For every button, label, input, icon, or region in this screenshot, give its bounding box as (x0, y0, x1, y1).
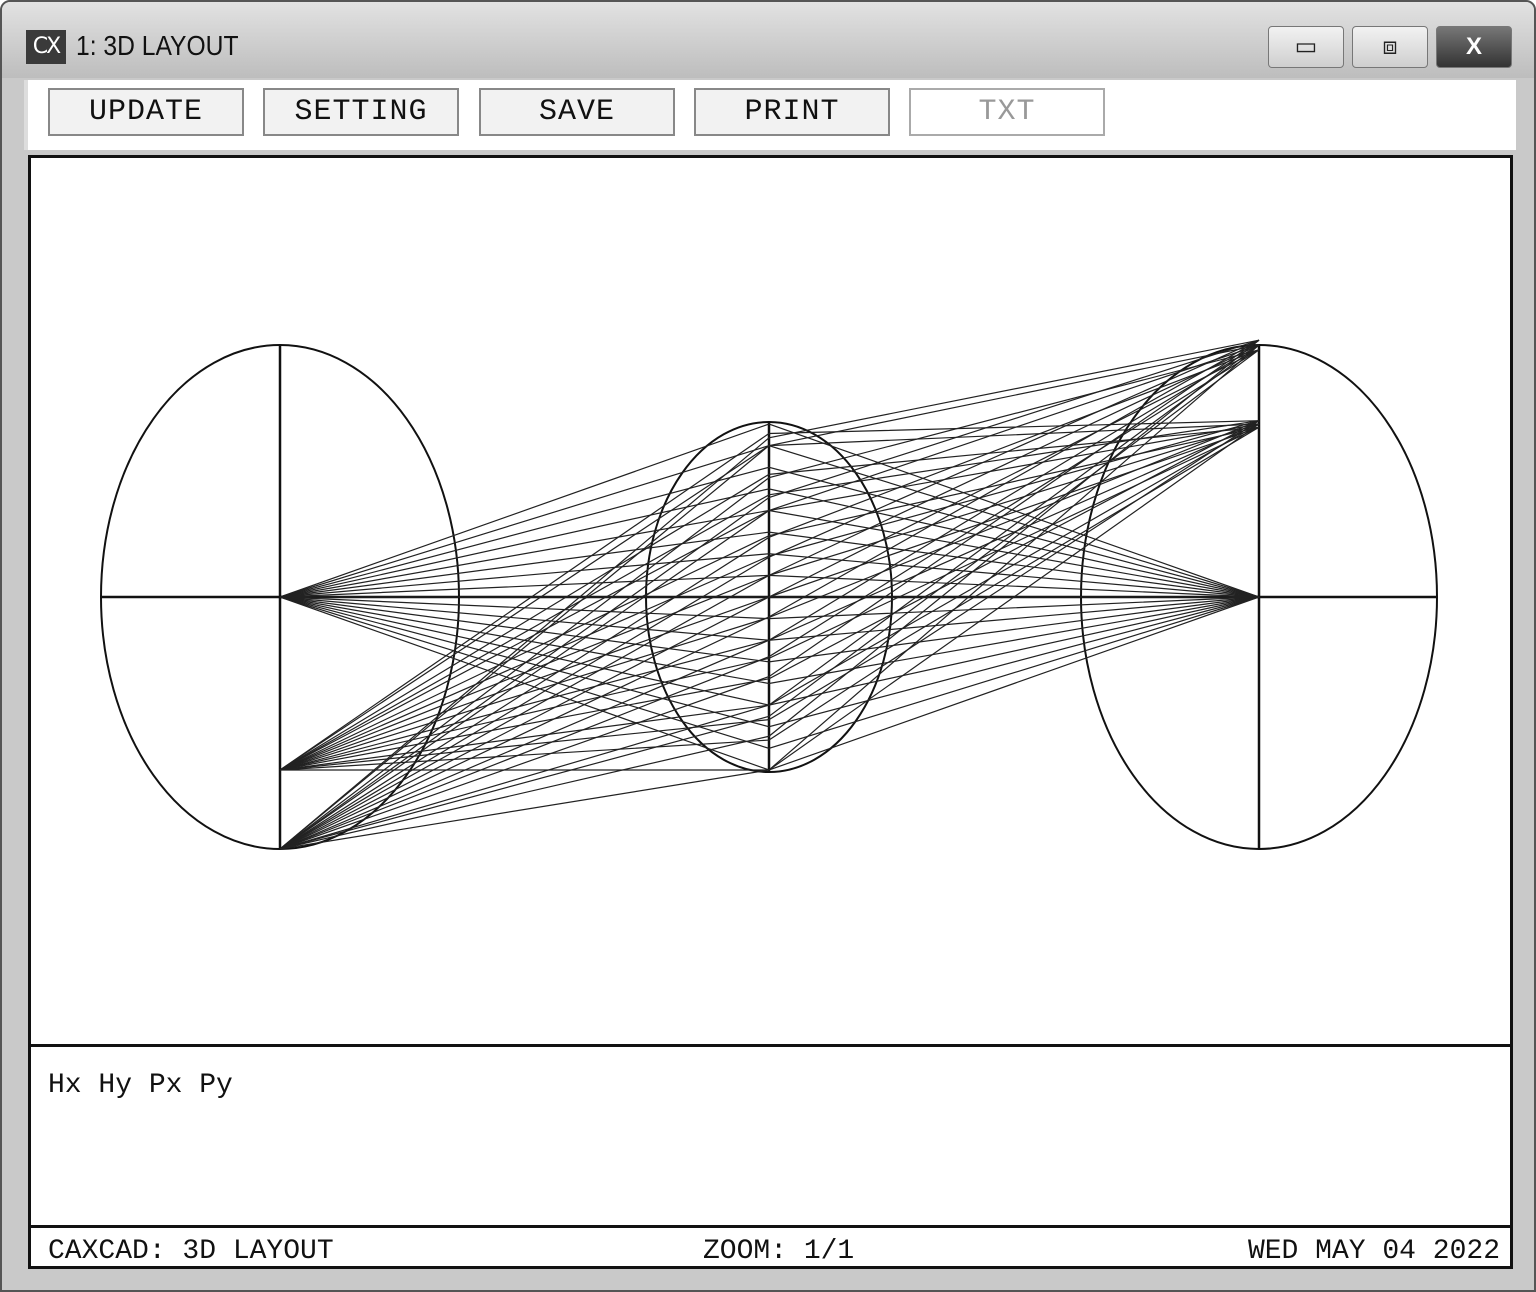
ray (279, 344, 1260, 850)
ray (279, 344, 1260, 850)
divider (31, 1225, 1510, 1228)
update-button[interactable]: UPDATE (48, 88, 244, 136)
save-button[interactable]: SAVE (479, 88, 675, 136)
print-button[interactable]: PRINT (694, 88, 890, 136)
minimize-button[interactable]: ▭ (1268, 26, 1344, 68)
ray (279, 531, 1260, 598)
layout-panel: Hx Hy Px Py CAXCAD: 3D LAYOUT ZOOM: 1/1 … (28, 155, 1513, 1269)
status-zoom: ZOOM: 1/1 (703, 1236, 855, 1267)
ray (279, 488, 1260, 598)
ray (279, 596, 1260, 663)
ray (279, 426, 1260, 771)
layout-drawing[interactable] (31, 158, 1510, 1044)
ray (279, 596, 1260, 728)
ray (279, 344, 1260, 850)
close-button[interactable]: X (1436, 26, 1512, 68)
ray (279, 596, 1260, 685)
ray (279, 344, 1260, 850)
ray (279, 596, 1260, 620)
status-left: CAXCAD: 3D LAYOUT (48, 1236, 334, 1267)
ray (279, 339, 1260, 850)
ray (279, 344, 1260, 850)
toolbar: UPDATE SETTING SAVE PRINT TXT (24, 80, 1516, 150)
ray (279, 466, 1260, 598)
ray (279, 420, 1260, 771)
ray (279, 426, 1260, 771)
ray (279, 339, 1260, 850)
ray (279, 339, 1260, 850)
ray (279, 339, 1260, 850)
window-title: 1: 3D LAYOUT (76, 30, 239, 61)
ray (279, 420, 1260, 771)
ray (279, 339, 1260, 850)
info-text: Hx Hy Px Py (48, 1070, 233, 1101)
status-date: WED MAY 04 2022 (1247, 1236, 1500, 1267)
app-icon: CX (26, 30, 66, 64)
title-bar[interactable]: CX 1: 3D LAYOUT ▭ ⧈ X (2, 2, 1534, 78)
ray (279, 420, 1260, 771)
ray (279, 426, 1260, 771)
ray (279, 596, 1260, 750)
ray (279, 339, 1260, 850)
divider (31, 1044, 1510, 1047)
ray (279, 420, 1260, 771)
maximize-button[interactable]: ⧈ (1352, 26, 1428, 68)
ray (279, 344, 1260, 850)
txt-button: TXT (909, 88, 1105, 136)
setting-button[interactable]: SETTING (263, 88, 459, 136)
ray (279, 553, 1260, 598)
ray (279, 420, 1260, 771)
